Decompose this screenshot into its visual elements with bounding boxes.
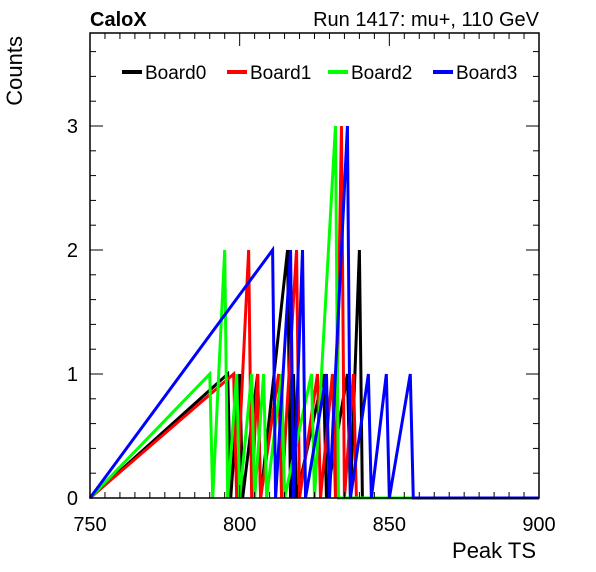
y-tick-label: 2 (67, 240, 78, 262)
legend-item-board3: Board3 (433, 63, 517, 84)
y-axis-ticks: 0 1 2 3 (67, 51, 539, 510)
legend-item-board2: Board2 (328, 63, 412, 84)
x-tick-label: 800 (223, 514, 256, 536)
x-axis-label: Peak TS (452, 538, 536, 563)
x-tick-label: 850 (373, 514, 406, 536)
y-tick-label: 3 (67, 116, 78, 138)
y-tick-label: 0 (67, 488, 78, 510)
x-axis-ticks: 750 800 850 900 (73, 33, 556, 536)
legend-label: Board0 (145, 63, 206, 84)
x-tick-label: 900 (522, 514, 555, 536)
y-axis-label: Counts (2, 36, 27, 106)
run-label: Run 1417: mu+, 110 GeV (313, 9, 540, 31)
legend-label: Board2 (351, 63, 412, 84)
histogram-series-board2 (88, 125, 539, 500)
legend-item-board1: Board1 (227, 63, 311, 84)
experiment-label: CaloX (90, 9, 147, 31)
y-tick-label: 1 (67, 364, 78, 386)
legend-label: Board1 (250, 63, 311, 84)
legend: Board0 Board1 Board2 Board3 (122, 63, 517, 84)
legend-label: Board3 (456, 63, 517, 84)
plot-frame (89, 32, 540, 499)
x-tick-label: 750 (73, 514, 106, 536)
histogram-series-board3 (88, 125, 539, 500)
legend-item-board0: Board0 (122, 63, 206, 84)
plot-area (88, 125, 539, 500)
